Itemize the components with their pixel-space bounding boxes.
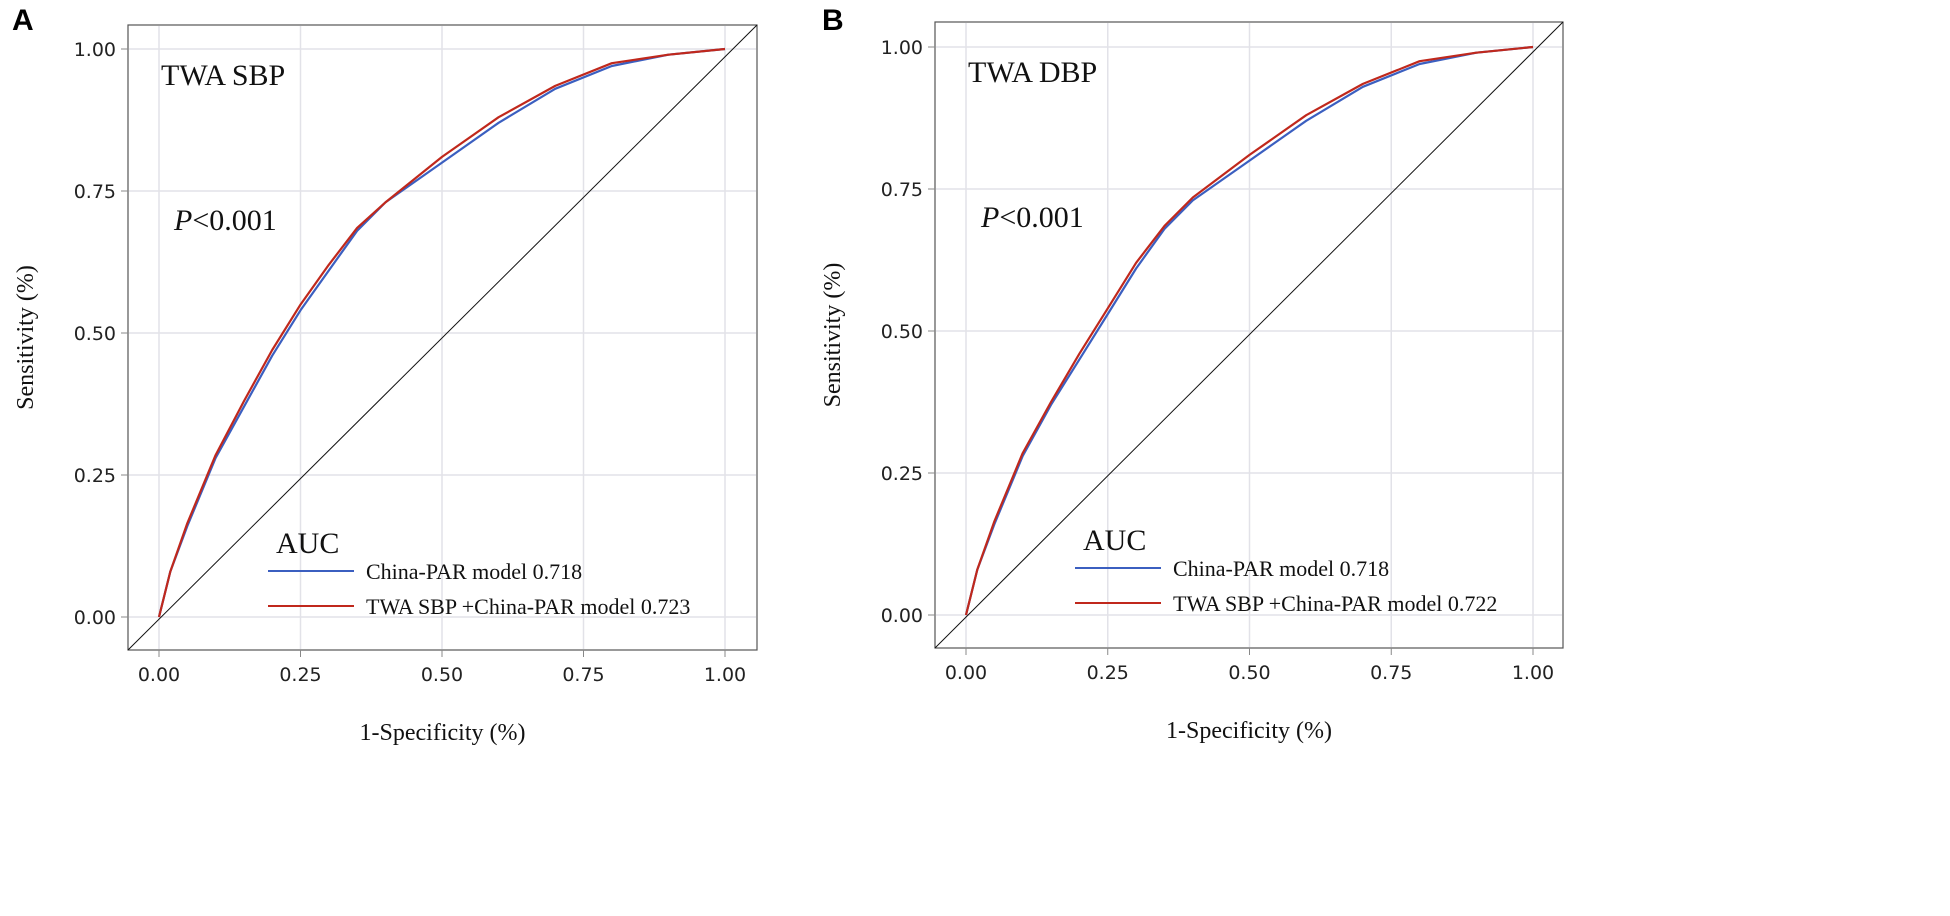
legend-entry: China-PAR model 0.718 — [366, 559, 582, 584]
reference-diagonal — [127, 24, 758, 651]
x-tick-label: 1.00 — [1512, 662, 1554, 684]
y-tick-label: 1.00 — [74, 39, 116, 61]
x-tick-label: 0.75 — [562, 664, 604, 686]
panel-annotation: TWA SBP — [161, 59, 285, 92]
y-tick-label: 0.50 — [881, 321, 923, 343]
x-tick-label: 0.50 — [421, 664, 463, 686]
p-value: P<0.001 — [173, 204, 277, 237]
y-axis-label: Sensitivity (%) — [13, 265, 39, 410]
legend-title: AUC — [1083, 524, 1146, 557]
y-tick-label: 0.00 — [881, 605, 923, 627]
x-axis-label: 1-Specificity (%) — [360, 720, 526, 746]
p-value-prefix: P — [173, 204, 192, 237]
x-tick-label: 0.75 — [1370, 662, 1412, 684]
p-value-text: <0.001 — [192, 204, 276, 237]
p-value-text: <0.001 — [999, 201, 1083, 234]
x-tick-label: 0.00 — [138, 664, 180, 686]
x-tick-label: 0.25 — [279, 664, 321, 686]
x-tick-label: 0.50 — [1228, 662, 1270, 684]
roc-curve-twa-china-par — [157, 47, 726, 618]
x-axis-label: 1-Specificity (%) — [1166, 718, 1332, 744]
legend-entry: TWA SBP +China-PAR model 0.722 — [1173, 591, 1497, 616]
panel-label: A — [12, 4, 34, 37]
y-tick-label: 0.00 — [74, 607, 116, 629]
y-tick-label: 0.75 — [74, 181, 116, 203]
panel-annotation: TWA DBP — [968, 56, 1097, 89]
y-tick-label: 0.25 — [881, 463, 923, 485]
reference-diagonal — [934, 21, 1564, 649]
x-tick-label: 1.00 — [704, 664, 746, 686]
y-tick-label: 0.25 — [74, 465, 116, 487]
legend-entry: China-PAR model 0.718 — [1173, 556, 1389, 581]
roc-curve-twa-china-par — [964, 45, 1534, 616]
x-tick-label: 0.25 — [1087, 662, 1129, 684]
legend-entry: TWA SBP +China-PAR model 0.723 — [366, 594, 690, 619]
y-tick-label: 0.50 — [74, 323, 116, 345]
p-value: P<0.001 — [980, 201, 1084, 234]
y-tick-label: 0.75 — [881, 179, 923, 201]
roc-panel-b: B 0.00 0.25 0.50 0.75 1.00 0.00 0.25 0.50 0.75 1.0… — [820, 4, 1564, 744]
legend-title: AUC — [276, 527, 339, 560]
panel-label: B — [822, 4, 844, 37]
p-value-prefix: P — [980, 201, 999, 234]
x-tick-label: 0.00 — [945, 662, 987, 684]
y-tick-label: 1.00 — [881, 37, 923, 59]
y-axis-label: Sensitivity (%) — [820, 263, 846, 408]
roc-panel-a: A 0.00 0.25 0.50 0.75 1.00 0.00 0.25 0.50 0.75 1.0… — [12, 4, 758, 746]
